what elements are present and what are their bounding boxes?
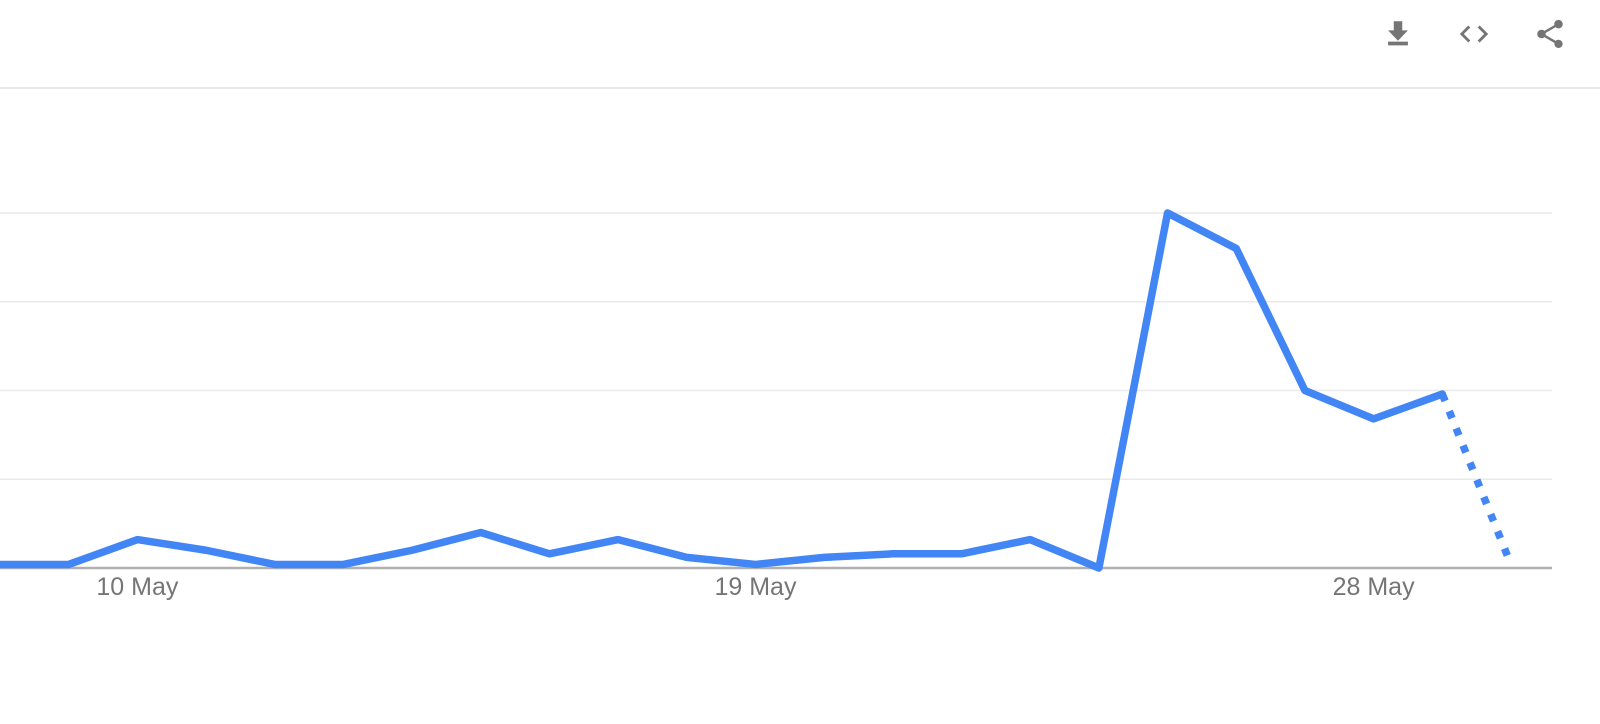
download-button[interactable] <box>1381 17 1415 51</box>
embed-code-icon <box>1457 17 1491 51</box>
x-axis-tick-10-may: 10 May <box>96 573 179 601</box>
share-icon <box>1533 17 1567 51</box>
chart-toolbar <box>1381 17 1567 51</box>
share-button[interactable] <box>1533 17 1567 51</box>
x-axis-tick-19-may: 19 May <box>714 573 797 601</box>
download-icon <box>1381 17 1415 51</box>
embed-code-button[interactable] <box>1457 17 1491 51</box>
chart-header <box>0 0 1600 89</box>
x-axis-tick-28-may: 28 May <box>1332 573 1415 601</box>
